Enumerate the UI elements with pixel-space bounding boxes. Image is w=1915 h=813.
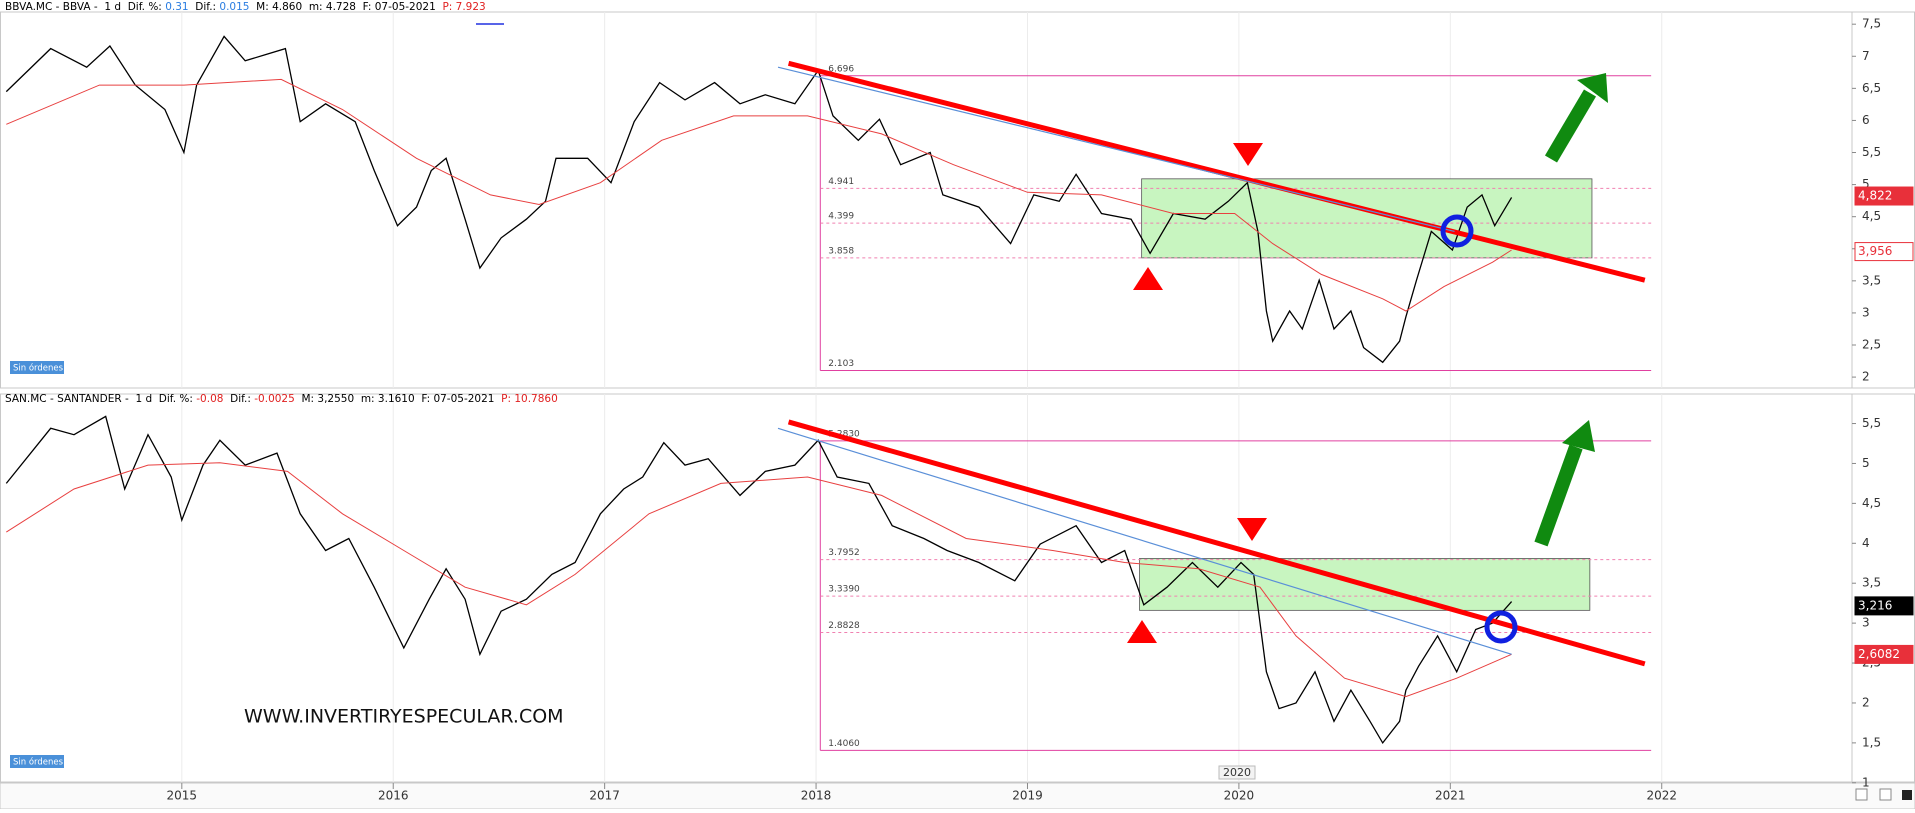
- y-tick-label: 4,5: [1862, 496, 1881, 510]
- header-part: -0.08: [196, 393, 223, 405]
- cursor-box: [1218, 765, 1256, 780]
- cursor-label: 2020: [1223, 766, 1251, 779]
- orders-button[interactable]: [10, 755, 64, 768]
- circle-marker: [1440, 214, 1474, 248]
- level-label: 4.941: [828, 177, 854, 187]
- y-tick-label: 3,5: [1862, 576, 1881, 590]
- x-tick-label: 2017: [589, 789, 620, 803]
- header-part: 0.31: [165, 1, 188, 13]
- header-part: P: 10.7860: [501, 393, 558, 405]
- trendline: [787, 419, 1646, 667]
- x-axis-strip: [0, 782, 1915, 810]
- y-tick-label: 5: [1862, 177, 1870, 191]
- moving-average: [6, 78, 1512, 312]
- header-part: M: 3,2550 m: 3.1610 F: 07-05-2021: [295, 393, 501, 405]
- x-tick-label: 2020: [1224, 789, 1255, 803]
- header-part: SAN.MC - SANTANDER - 1 d Dif. %:: [5, 393, 196, 405]
- level-label: 3.858: [828, 246, 854, 256]
- y-tick-label: 3: [1862, 305, 1870, 319]
- up-triangle: [1133, 267, 1163, 290]
- x-tick-label: 2015: [167, 789, 198, 803]
- header-part: 0.015: [219, 1, 249, 13]
- header-part: -0.0025: [254, 393, 295, 405]
- x-tick-label: 2019: [1012, 789, 1043, 803]
- level-label: 2.103: [828, 359, 854, 369]
- x-tick-label: 2021: [1435, 789, 1466, 803]
- moving-average: [6, 462, 1512, 698]
- level-label: 5.2830: [828, 429, 860, 439]
- green-arrow: [1534, 420, 1595, 547]
- price-tag: [1854, 186, 1914, 206]
- header-part: M: 4.860 m: 4.728 F: 07-05-2021: [249, 1, 442, 13]
- y-tick-label: 2,5: [1862, 338, 1881, 352]
- price-line: [5, 35, 1513, 364]
- y-tick-label: 7: [1862, 49, 1870, 63]
- y-tick-label: 6: [1862, 113, 1870, 127]
- price-tag: [1854, 644, 1914, 664]
- up-triangle: [1127, 620, 1157, 643]
- icon[interactable]: [1902, 790, 1912, 800]
- level-label: 3.7952: [828, 548, 860, 558]
- icon[interactable]: [1855, 788, 1868, 801]
- panel-header: SAN.MC - SANTANDER - 1 d Dif. %: -0.08 D…: [5, 393, 558, 405]
- panel-header: BBVA.MC - BBVA - 1 d Dif. %: 0.31 Dif.: …: [5, 1, 486, 13]
- x-tick-label: 2018: [801, 789, 832, 803]
- toolbar-icons: [1855, 788, 1912, 801]
- circle-marker: [1484, 610, 1518, 644]
- y-tick-label: 5: [1862, 456, 1870, 470]
- down-triangle: [1233, 143, 1263, 166]
- header-part: P: 7.923: [442, 1, 485, 13]
- price-tag-label: 4,822: [1858, 189, 1892, 203]
- x-tick-label: 2016: [378, 789, 409, 803]
- header-part: BBVA.MC - BBVA - 1 d Dif. %:: [5, 1, 165, 13]
- trendline: [777, 427, 1512, 655]
- down-triangle: [1237, 518, 1267, 541]
- y-tick-label: 5,5: [1862, 416, 1881, 430]
- y-tick-label: 1,5: [1862, 735, 1881, 749]
- icon[interactable]: [1879, 788, 1892, 801]
- level-label: 2.8828: [828, 621, 860, 631]
- trendline: [777, 66, 1455, 233]
- y-tick-label: 3,5: [1862, 273, 1881, 287]
- orders-button-label: Sin órdenes: [13, 363, 64, 374]
- price-tag: [1854, 596, 1914, 616]
- y-tick-label: 6,5: [1862, 81, 1881, 95]
- level-label: 3.3390: [828, 585, 860, 595]
- price-tag-label: 2,6082: [1858, 647, 1900, 661]
- y-tick-label: 2: [1862, 695, 1870, 709]
- price-line: [5, 415, 1513, 745]
- watermark: WWW.INVERTIRYESPECULAR.COM: [244, 706, 564, 728]
- y-tick-label: 3: [1862, 616, 1870, 630]
- level-label: 4.399: [828, 212, 854, 222]
- y-tick-label: 4,5: [1862, 209, 1881, 223]
- level-label: 6.696: [828, 64, 854, 74]
- header-part: Dif.:: [223, 393, 254, 405]
- y-tick-label: 7,5: [1862, 17, 1881, 31]
- orders-button[interactable]: [10, 361, 64, 374]
- level-label: 1.4060: [828, 739, 860, 749]
- y-tick-label: 4: [1862, 536, 1870, 550]
- x-tick-label: 2022: [1646, 789, 1677, 803]
- header-part: Dif.:: [189, 1, 220, 13]
- orders-button-label: Sin órdenes: [13, 757, 64, 768]
- green-arrow: [1544, 73, 1608, 163]
- price-tag: [1854, 242, 1914, 262]
- price-tag-label: 3,956: [1858, 244, 1892, 258]
- consolidation-zone: [1141, 178, 1593, 259]
- trendline: [787, 60, 1646, 283]
- y-tick-label: 5,5: [1862, 145, 1881, 159]
- y-tick-label: 1: [1862, 775, 1870, 789]
- price-tag-label: 3,216: [1858, 598, 1892, 612]
- y-tick-label: 2: [1862, 370, 1870, 384]
